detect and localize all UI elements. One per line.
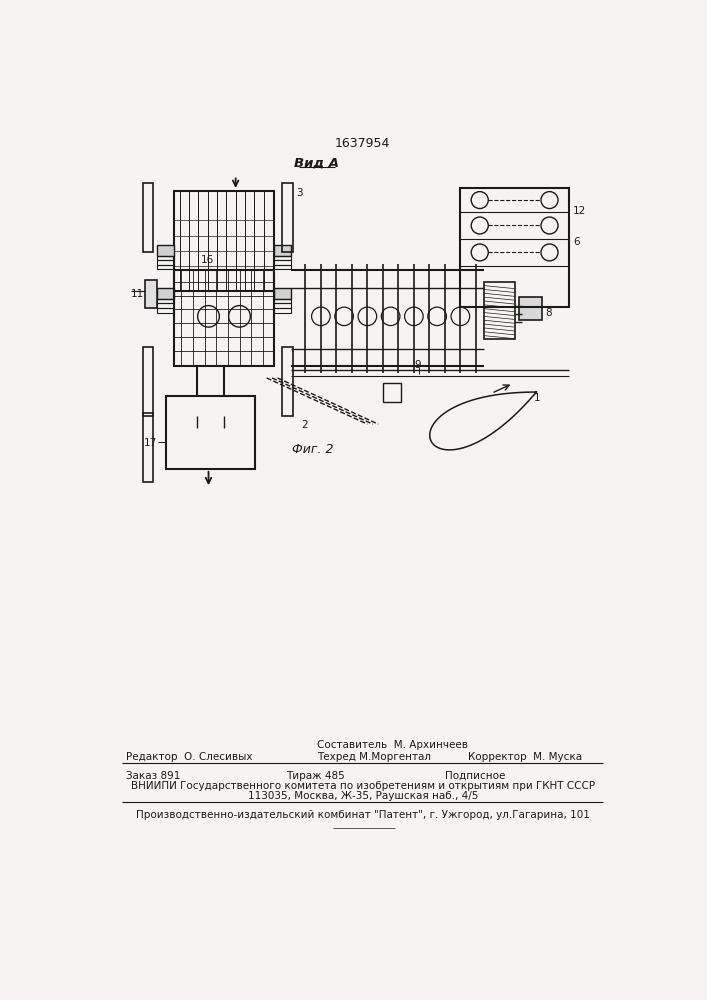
Text: 113035, Москва, Ж-35, Раушская наб., 4/5: 113035, Москва, Ж-35, Раушская наб., 4/5 [247,791,478,801]
Bar [282,183,293,252]
Bar [143,413,153,482]
Bar [484,282,515,339]
Text: Техред М.Моргентал: Техред М.Моргентал [317,752,431,762]
Text: Составитель  М. Архинчеев: Составитель М. Архинчеев [317,740,468,750]
Bar [174,191,274,291]
Bar [156,260,174,265]
Bar [156,299,174,303]
Bar [156,308,174,312]
Bar [274,308,291,312]
Bar [143,183,153,252]
Bar [156,303,174,308]
Text: Фиг. 2: Фиг. 2 [292,443,334,456]
Text: ВНИИПИ Государственного комитета по изобретениям и открытиям при ГКНТ СССР: ВНИИПИ Государственного комитета по изоб… [131,781,595,791]
Text: 2: 2 [301,420,308,430]
Bar [274,299,291,303]
Text: 9: 9 [414,360,421,370]
Bar [156,245,174,256]
Bar [274,303,291,308]
Bar [274,256,291,260]
Bar [460,188,569,307]
Text: Подписное: Подписное [445,771,506,781]
Bar [518,297,542,320]
Bar [274,265,291,269]
Bar [274,288,291,299]
Text: Редактор  О. Слесивых: Редактор О. Слесивых [126,752,252,762]
Text: 6: 6 [573,237,579,247]
Bar [156,256,174,260]
Text: 17: 17 [144,438,158,448]
Text: Производственно-издательский комбинат "Патент", г. Ужгород, ул.Гагарина, 101: Производственно-издательский комбинат "П… [136,810,590,820]
Text: 12: 12 [573,206,586,216]
Text: 1637954: 1637954 [334,137,390,150]
Bar [274,260,291,265]
Bar [282,347,293,416]
Text: Корректор  М. Муска: Корректор М. Муска [468,752,583,762]
Text: Тираж 485: Тираж 485 [286,771,345,781]
Bar [383,383,402,402]
Text: 1: 1 [534,393,541,403]
Bar [174,270,274,366]
Bar [274,245,291,256]
Bar [156,288,174,299]
Text: 11: 11 [131,289,144,299]
Bar [156,265,174,269]
Bar [145,280,156,308]
Text: 16: 16 [201,255,214,265]
Bar [166,396,255,469]
Text: 3: 3 [296,188,303,198]
Bar [143,347,153,416]
Text: 8: 8 [546,308,552,318]
Text: Вид А: Вид А [295,157,339,170]
Text: Заказ 891: Заказ 891 [126,771,180,781]
